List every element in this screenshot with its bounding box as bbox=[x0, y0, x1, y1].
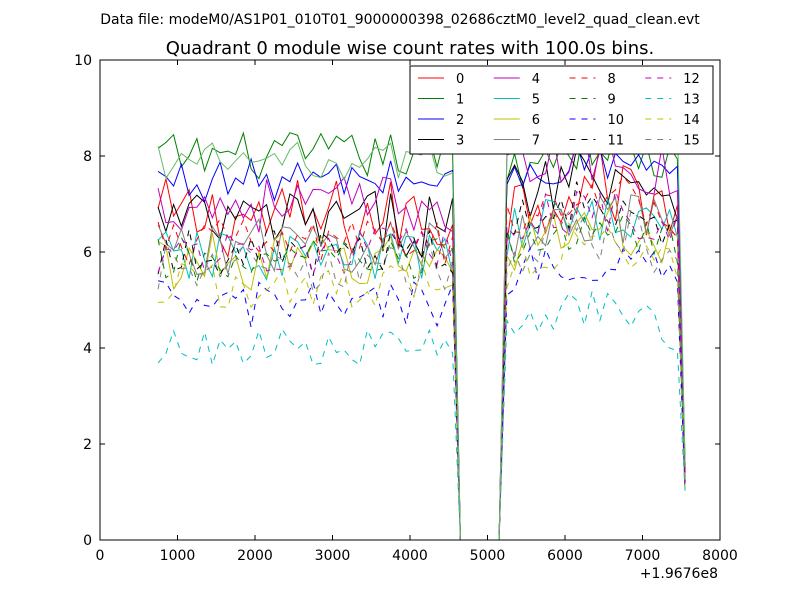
series-line-1 bbox=[157, 124, 686, 541]
legend-label-1: 1 bbox=[456, 93, 464, 108]
series-line-7 bbox=[157, 194, 686, 541]
series-line-9 bbox=[157, 214, 686, 541]
legend-label-7: 7 bbox=[532, 134, 540, 149]
legend-label-3: 3 bbox=[456, 134, 464, 149]
series-line-2 bbox=[157, 140, 686, 541]
legend-label-6: 6 bbox=[532, 113, 540, 128]
x-tick-label: 2000 bbox=[237, 548, 273, 564]
x-tick-label: 1000 bbox=[160, 548, 196, 564]
legend-label-8: 8 bbox=[608, 72, 616, 87]
legend-label-13: 13 bbox=[683, 93, 700, 108]
x-tick-label: 0 bbox=[96, 548, 105, 564]
series-line-3 bbox=[157, 147, 686, 541]
chart-subtitle: Data file: modeM0/AS1P01_010T01_90000003… bbox=[100, 12, 700, 28]
chart-title: Quadrant 0 module wise count rates with … bbox=[166, 38, 655, 59]
y-tick-label: 8 bbox=[83, 149, 92, 165]
legend-label-15: 15 bbox=[683, 134, 700, 149]
series-line-8 bbox=[157, 175, 686, 541]
plot-lines bbox=[157, 69, 686, 541]
y-tick-label: 0 bbox=[83, 533, 92, 549]
legend-label-12: 12 bbox=[683, 72, 700, 87]
x-tick-label: 4000 bbox=[392, 548, 428, 564]
legend-label-4: 4 bbox=[532, 72, 540, 87]
series-line-11 bbox=[157, 181, 686, 541]
x-tick-label: 5000 bbox=[470, 548, 506, 564]
legend-label-10: 10 bbox=[608, 113, 625, 128]
y-tick-label: 2 bbox=[83, 437, 92, 453]
series-line-15 bbox=[157, 210, 686, 541]
y-tick-label: 4 bbox=[83, 341, 92, 357]
y-tick-label: 6 bbox=[83, 245, 92, 261]
legend-label-11: 11 bbox=[608, 134, 625, 149]
series-line-12 bbox=[157, 189, 686, 541]
legend-label-0: 0 bbox=[456, 72, 464, 87]
series-line-0 bbox=[157, 145, 686, 541]
series-line-13 bbox=[157, 291, 686, 541]
series-line-10 bbox=[157, 246, 686, 541]
legend-label-9: 9 bbox=[608, 93, 616, 108]
x-axis-offset-label: +1.9676e8 bbox=[640, 566, 718, 582]
series-line-6 bbox=[157, 194, 686, 541]
legend-label-2: 2 bbox=[456, 113, 464, 128]
x-tick-label: 7000 bbox=[625, 548, 661, 564]
x-axis-ticks: 0 1000 2000 3000 4000 5000 6000 7000 8000 bbox=[96, 60, 738, 564]
x-tick-label: 3000 bbox=[315, 548, 351, 564]
x-tick-label: 6000 bbox=[547, 548, 583, 564]
legend-label-14: 14 bbox=[683, 113, 700, 128]
x-tick-label: 8000 bbox=[702, 548, 738, 564]
legend-label-5: 5 bbox=[532, 93, 540, 108]
y-tick-label: 10 bbox=[74, 53, 92, 69]
series-line-14 bbox=[158, 221, 686, 541]
